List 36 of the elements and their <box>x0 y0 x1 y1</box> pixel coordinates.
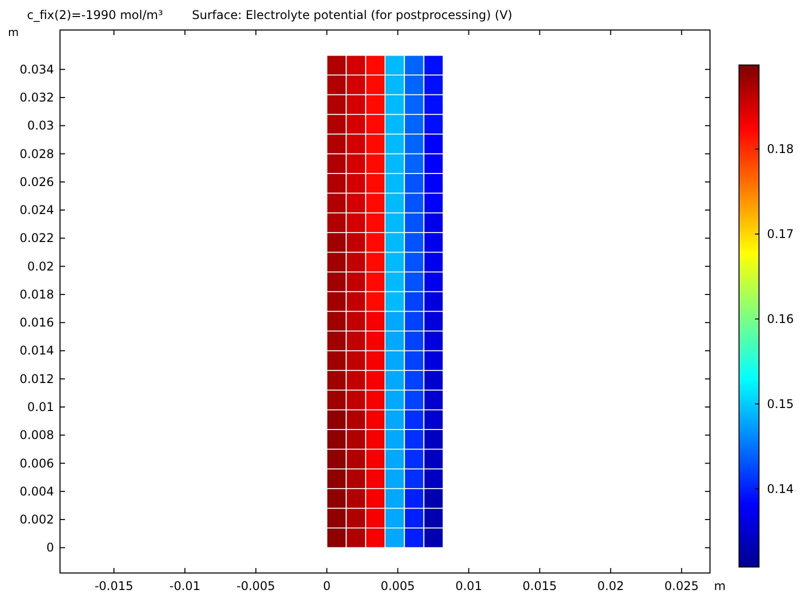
y-tick-label: 0.004 <box>20 484 54 498</box>
y-tick-label: 0.024 <box>20 203 54 218</box>
y-tick-label: 0.018 <box>20 287 54 302</box>
y-tick-label: 0.022 <box>20 231 54 246</box>
color-bar-label: 0.15 <box>767 396 794 411</box>
color-bar-label: 0.14 <box>767 482 794 496</box>
y-tick-label: 0.02 <box>27 259 54 274</box>
y-tick-label: 0.012 <box>20 372 54 386</box>
color-bar-label: 0.17 <box>767 227 794 242</box>
x-tick-label: 0.025 <box>664 579 699 593</box>
x-axis-title: m <box>714 579 726 593</box>
x-tick-label: 0.015 <box>522 579 557 593</box>
chart-subtitle: Surface: Electrolyte potential (for postprocessing) (V) <box>192 8 512 22</box>
y-tick-label: 0.014 <box>20 344 54 358</box>
x-tick-label: 0.005 <box>380 579 415 593</box>
x-tick-label: 0.02 <box>597 579 624 593</box>
x-tick-label: 0 <box>322 579 331 593</box>
x-tick-label: -0.005 <box>236 579 276 593</box>
y-tick-label: 0.01 <box>27 400 54 414</box>
y-tick-label: 0 <box>46 540 54 555</box>
y-tick-label: 0.028 <box>20 146 54 161</box>
y-tick-label: 0.034 <box>20 62 54 76</box>
y-tick-label: 0.016 <box>20 316 54 330</box>
x-tick-label: -0.01 <box>169 579 200 593</box>
y-tick-label: 0.002 <box>20 512 54 527</box>
chart-title: c_fix(2)=-1990 mol/m³ <box>27 8 164 22</box>
x-tick-label: 0.01 <box>455 579 482 593</box>
x-tick-label: -0.015 <box>94 579 134 593</box>
y-tick-label: 0.03 <box>27 118 54 133</box>
y-tick-label: 0.006 <box>20 456 54 470</box>
y-axis-title: m <box>8 26 19 39</box>
color-bar-label: 0.16 <box>767 312 794 326</box>
y-tick-label: 0.032 <box>20 90 54 105</box>
y-tick-label: 0.026 <box>20 174 54 189</box>
y-tick-label: 0.008 <box>20 428 54 442</box>
color-bar-label: 0.18 <box>767 142 794 156</box>
